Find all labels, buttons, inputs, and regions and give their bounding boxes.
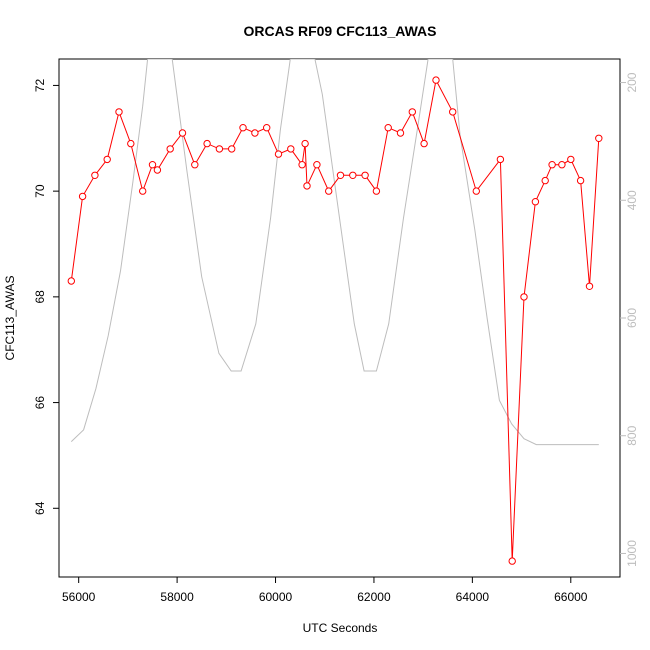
pressure-series-line [70,59,599,446]
y2-tick-label: 200 [625,72,639,92]
y-axis-label: CFC113_AWAS [3,276,17,361]
plot-frame [58,58,621,578]
data-point [228,145,236,153]
data-point [567,155,575,164]
data-point [396,129,405,137]
data-point [215,145,224,153]
data-point [191,161,199,169]
data-point [127,139,135,148]
x-tick-label: 66000 [554,590,588,604]
data-point [239,124,247,132]
data-point [576,176,585,185]
data-point [432,76,440,84]
data-point [496,155,505,164]
data-point [287,145,295,153]
x-tick-label: 64000 [456,590,490,604]
x-axis-label: UTC Seconds [303,621,378,635]
data-point [520,293,528,301]
data-point [298,161,306,169]
y2-tick-label: 600 [625,308,639,328]
data-point [472,187,480,195]
data-point [541,176,549,185]
data-point [139,187,147,195]
data-point [203,139,211,148]
data-point [78,192,87,201]
data-point [558,161,566,169]
data-point [166,145,174,153]
data-point [384,124,392,132]
x-tick-label: 60000 [259,590,293,604]
y2-tick-label: 1000 [625,540,639,567]
data-point [531,198,540,206]
y2-tick-label: 800 [625,425,639,445]
data-point [325,187,333,195]
data-point [303,182,311,190]
cfc113-series-line [70,78,600,562]
y-axis-right: 200 400 600 800 1000 [620,72,639,567]
data-point [349,171,357,180]
x-tick-label: 56000 [62,590,96,604]
data-point [313,161,321,169]
x-tick-label: 62000 [357,590,391,604]
data-point [408,108,416,116]
data-point [115,108,123,116]
data-point [67,277,76,285]
y-tick-label: 68 [33,290,47,304]
data-point [420,139,428,148]
data-point [449,108,457,116]
y-axis-left: 64 66 68 70 72 [33,78,59,515]
data-point [91,171,99,180]
data-point [251,129,259,137]
series-layer [67,59,603,565]
y-tick-label: 70 [33,184,47,198]
data-point [508,557,516,565]
y-tick-label: 72 [33,78,47,92]
data-point [336,171,345,180]
chart-title: ORCAS RF09 CFC113_AWAS [244,23,437,39]
data-point [585,282,594,290]
data-point [148,161,157,169]
data-point [103,155,111,164]
data-point [178,129,187,137]
y-tick-label: 64 [33,501,47,515]
data-point [595,134,603,143]
data-point [153,166,162,174]
x-axis: 56000 58000 60000 62000 64000 66000 [62,577,588,604]
data-point [301,139,309,148]
y-tick-label: 66 [33,396,47,410]
data-point [274,150,283,158]
data-point [361,171,369,180]
data-point [548,161,556,169]
y2-tick-label: 400 [625,190,639,210]
data-point [372,187,381,195]
x-tick-label: 58000 [160,590,194,604]
data-point [263,124,271,132]
